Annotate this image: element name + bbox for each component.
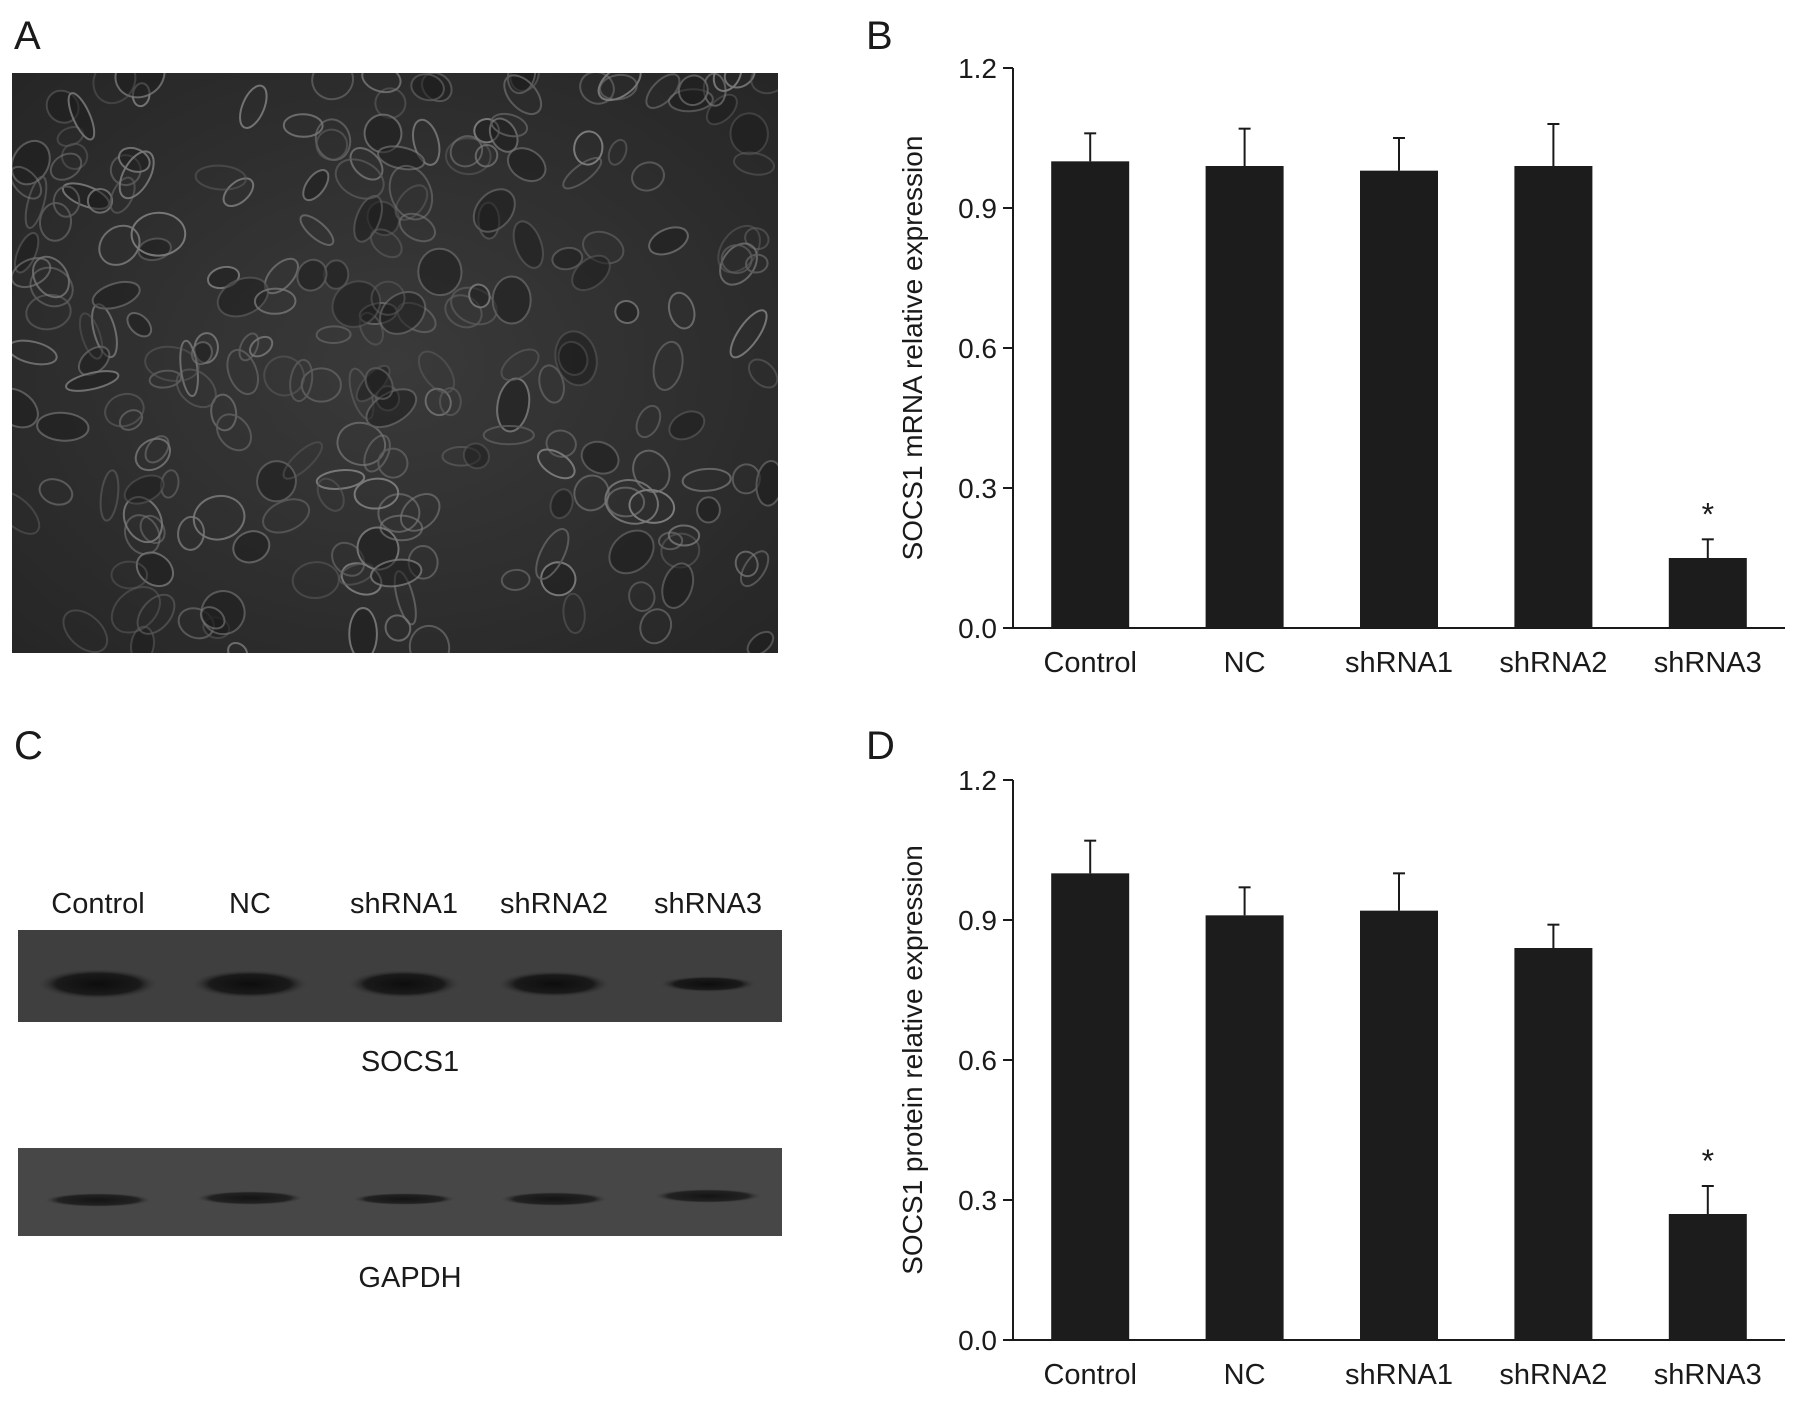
mrna-y-axis-label: SOCS1 mRNA relative expression bbox=[897, 136, 928, 561]
blot-lane-label: shRNA2 bbox=[500, 888, 608, 920]
protein-expression-chart: 0.0 0.3 0.6 0.9 1.2 SOCS1 protein relative ex… bbox=[897, 765, 1785, 1391]
panel-label-a: A bbox=[14, 14, 41, 58]
mrna-x-tick-label: shRNA1 bbox=[1345, 647, 1453, 679]
blot-lane-label: Control bbox=[51, 888, 145, 920]
mrna-y-tick-label: 1.2 bbox=[958, 53, 997, 84]
mrna-y-tick-label: 0.0 bbox=[958, 613, 997, 644]
panel-label-b: B bbox=[866, 14, 893, 58]
protein-y-axis-label: SOCS1 protein relative expression bbox=[897, 845, 928, 1275]
protein-bar bbox=[1360, 910, 1438, 1340]
mrna-bar bbox=[1514, 166, 1593, 628]
protein-x-tick-label: shRNA1 bbox=[1345, 1359, 1453, 1391]
protein-y-tick-label: 0.9 bbox=[958, 905, 997, 936]
mrna-y-tick-label: 0.3 bbox=[958, 473, 997, 504]
mrna-significance-marker: * bbox=[1702, 496, 1714, 532]
mrna-bar bbox=[1668, 558, 1747, 628]
mrna-x-tick-label: shRNA2 bbox=[1499, 647, 1607, 679]
mrna-bar bbox=[1205, 166, 1284, 628]
panel-label-c: C bbox=[14, 724, 43, 768]
mrna-y-tick-label: 0.9 bbox=[958, 193, 997, 224]
mrna-x-tick-label: Control bbox=[1043, 647, 1137, 679]
protein-y-tick-label: 0.3 bbox=[958, 1185, 997, 1216]
socs1-blot-label: SOCS1 bbox=[360, 1046, 460, 1078]
protein-y-tick-label: 0.0 bbox=[958, 1325, 997, 1356]
protein-bar bbox=[1668, 1214, 1747, 1340]
cell-micrograph bbox=[12, 73, 778, 653]
mrna-x-tick-label: shRNA3 bbox=[1654, 647, 1762, 679]
blot-lane-label: shRNA1 bbox=[350, 888, 458, 920]
protein-y-tick-label: 0.6 bbox=[958, 1045, 997, 1076]
protein-x-tick-label: Control bbox=[1043, 1359, 1137, 1391]
mrna-x-tick-label: NC bbox=[1224, 647, 1266, 679]
protein-y-tick-label: 1.2 bbox=[958, 765, 997, 796]
protein-x-tick-label: shRNA2 bbox=[1499, 1359, 1607, 1391]
mrna-expression-chart: 0.0 0.3 0.6 0.9 1.2 SOCS1 mRNA relative expre… bbox=[897, 53, 1785, 679]
blot-lane-label: shRNA3 bbox=[654, 888, 762, 920]
protein-bar bbox=[1205, 915, 1284, 1340]
blot-lane-label: NC bbox=[229, 888, 271, 920]
mrna-y-tick-label: 0.6 bbox=[958, 333, 997, 364]
protein-bar bbox=[1514, 948, 1593, 1340]
blot-lane-labels: Control NC shRNA1 shRNA2 shRNA3 bbox=[18, 888, 780, 928]
socs1-blot bbox=[18, 930, 782, 1022]
mrna-bar bbox=[1360, 170, 1438, 628]
protein-significance-marker: * bbox=[1702, 1143, 1714, 1179]
protein-x-tick-label: NC bbox=[1224, 1359, 1266, 1391]
gapdh-blot bbox=[18, 1148, 782, 1236]
panel-label-d: D bbox=[866, 724, 895, 768]
mrna-bar bbox=[1051, 161, 1130, 628]
gapdh-blot-label: GAPDH bbox=[358, 1262, 462, 1294]
protein-bar bbox=[1051, 873, 1130, 1340]
protein-x-tick-label: shRNA3 bbox=[1654, 1359, 1762, 1391]
